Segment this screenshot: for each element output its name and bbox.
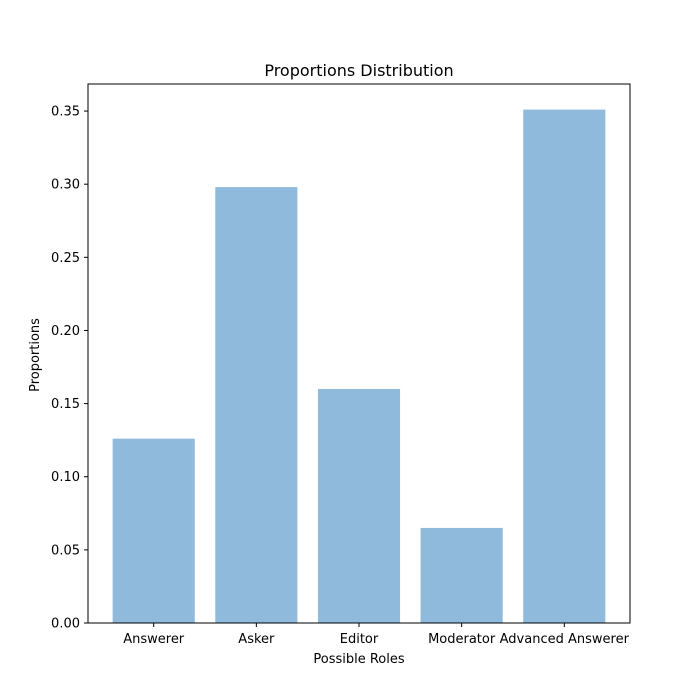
y-tick-label-0-05: 0.05 <box>51 543 80 558</box>
y-tick-label-0-00: 0.00 <box>51 617 80 632</box>
bar-asker <box>215 187 298 623</box>
y-tick-label-0-15: 0.15 <box>51 397 80 412</box>
y-axis-label: Proportions <box>28 318 43 392</box>
y-tick-label-0-20: 0.20 <box>51 324 80 339</box>
x-axis: Answerer Asker Editor Moderator Advanced Ans… <box>123 623 630 647</box>
bar-answerer <box>112 438 195 623</box>
bar-editor <box>317 388 401 623</box>
plot-area-frame <box>87 83 631 624</box>
bar-moderator <box>420 527 503 623</box>
x-tick-label-asker: Asker <box>238 632 275 647</box>
x-axis-label: Possible Roles <box>313 652 404 667</box>
x-tick-label-answerer: Answerer <box>123 632 185 647</box>
y-tick-label-0-10: 0.10 <box>51 470 80 485</box>
bars-group <box>112 109 606 624</box>
y-tick-label-0-30: 0.30 <box>51 178 80 193</box>
y-tick-label-0-35: 0.35 <box>51 105 80 120</box>
x-tick-label-advanced-answerer: Advanced Answerer <box>500 632 630 647</box>
y-axis: 0.00 0.05 0.10 0.15 0.20 0.25 0.30 0.35 <box>51 105 88 632</box>
x-tick-label-moderator: Moderator <box>428 632 496 647</box>
x-tick-label-editor: Editor <box>340 632 379 647</box>
bar-advanced-answerer <box>523 109 606 624</box>
y-tick-label-0-25: 0.25 <box>51 251 80 266</box>
chart-title: Proportions Distribution <box>264 61 453 80</box>
